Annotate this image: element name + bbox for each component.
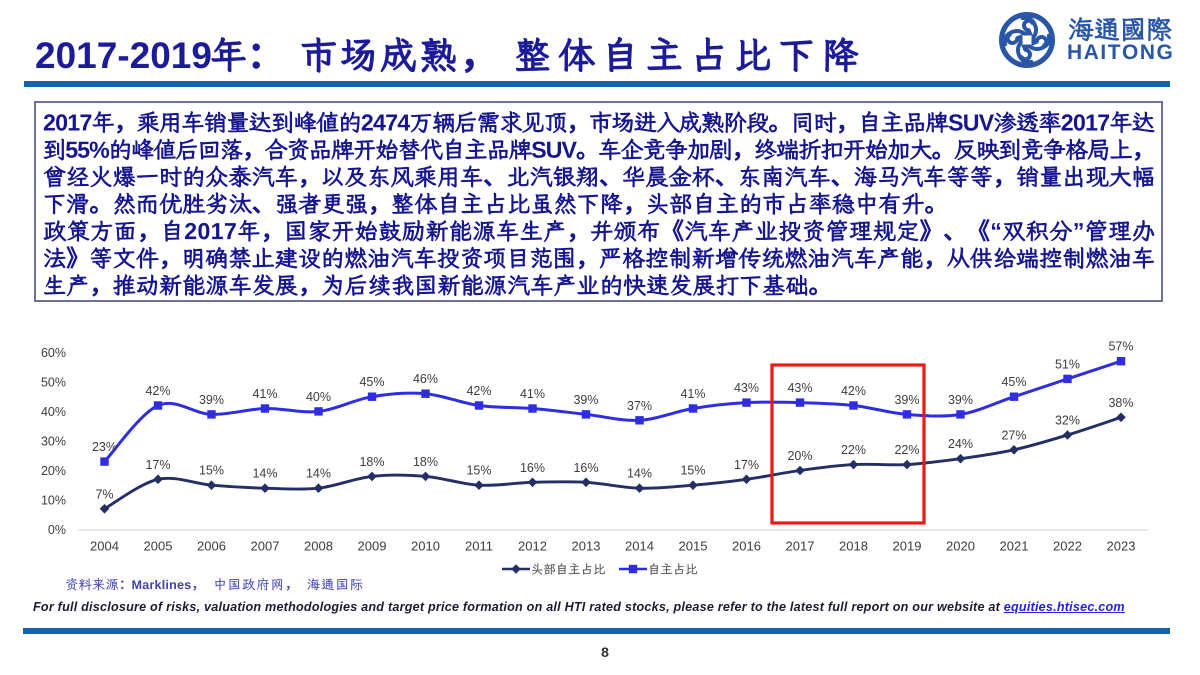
svg-text:43%: 43% bbox=[734, 381, 759, 395]
svg-text:57%: 57% bbox=[1108, 340, 1133, 354]
svg-text:2012: 2012 bbox=[518, 539, 547, 554]
svg-text:43%: 43% bbox=[787, 381, 812, 395]
svg-text:41%: 41% bbox=[680, 387, 705, 401]
svg-text:2016: 2016 bbox=[732, 539, 761, 554]
svg-text:50%: 50% bbox=[41, 375, 66, 389]
svg-text:2022: 2022 bbox=[1053, 539, 1082, 554]
svg-text:2005: 2005 bbox=[144, 539, 173, 554]
svg-text:10%: 10% bbox=[41, 494, 66, 508]
svg-text:2007: 2007 bbox=[251, 539, 280, 554]
svg-text:42%: 42% bbox=[466, 384, 491, 398]
svg-text:20%: 20% bbox=[41, 464, 66, 478]
svg-text:15%: 15% bbox=[466, 464, 491, 478]
svg-text:2011: 2011 bbox=[465, 539, 493, 554]
svg-text:2014: 2014 bbox=[625, 539, 654, 554]
svg-text:16%: 16% bbox=[520, 461, 545, 475]
svg-text:20%: 20% bbox=[787, 449, 812, 463]
svg-text:7%: 7% bbox=[95, 487, 113, 501]
svg-text:39%: 39% bbox=[573, 393, 598, 407]
svg-text:24%: 24% bbox=[948, 437, 973, 451]
svg-text:40%: 40% bbox=[41, 405, 66, 419]
svg-text:2020: 2020 bbox=[946, 539, 975, 554]
svg-text:60%: 60% bbox=[41, 346, 66, 360]
svg-text:15%: 15% bbox=[199, 464, 224, 478]
svg-text:39%: 39% bbox=[199, 393, 224, 407]
svg-text:2019: 2019 bbox=[893, 539, 922, 554]
svg-text:22%: 22% bbox=[894, 443, 919, 457]
svg-text:42%: 42% bbox=[145, 384, 170, 398]
svg-text:46%: 46% bbox=[413, 372, 438, 386]
svg-text:18%: 18% bbox=[413, 455, 438, 469]
svg-text:2015: 2015 bbox=[679, 539, 708, 554]
svg-text:40%: 40% bbox=[306, 390, 331, 404]
svg-text:2004: 2004 bbox=[90, 539, 119, 554]
svg-text:2023: 2023 bbox=[1107, 539, 1136, 554]
svg-text:15%: 15% bbox=[680, 464, 705, 478]
svg-text:22%: 22% bbox=[841, 443, 866, 457]
svg-text:45%: 45% bbox=[359, 375, 384, 389]
svg-text:17%: 17% bbox=[145, 458, 170, 472]
svg-text:14%: 14% bbox=[627, 467, 652, 481]
svg-text:41%: 41% bbox=[520, 387, 545, 401]
svg-text:2010: 2010 bbox=[411, 539, 440, 554]
svg-text:14%: 14% bbox=[306, 467, 331, 481]
svg-text:16%: 16% bbox=[573, 461, 598, 475]
svg-text:30%: 30% bbox=[41, 434, 66, 448]
svg-text:2017: 2017 bbox=[786, 539, 815, 554]
svg-text:14%: 14% bbox=[252, 467, 277, 481]
svg-text:18%: 18% bbox=[359, 455, 384, 469]
svg-text:0%: 0% bbox=[48, 523, 66, 537]
svg-text:37%: 37% bbox=[627, 399, 652, 413]
svg-text:39%: 39% bbox=[894, 393, 919, 407]
svg-text:39%: 39% bbox=[948, 393, 973, 407]
svg-text:38%: 38% bbox=[1108, 396, 1133, 410]
svg-text:27%: 27% bbox=[1001, 428, 1026, 442]
svg-text:2018: 2018 bbox=[839, 539, 868, 554]
svg-text:23%: 23% bbox=[92, 440, 117, 454]
svg-text:2021: 2021 bbox=[1000, 539, 1029, 554]
svg-text:2006: 2006 bbox=[197, 539, 226, 554]
svg-text:2008: 2008 bbox=[304, 539, 333, 554]
svg-text:17%: 17% bbox=[734, 458, 759, 472]
svg-text:42%: 42% bbox=[841, 384, 866, 398]
svg-text:51%: 51% bbox=[1055, 357, 1080, 371]
svg-text:2009: 2009 bbox=[358, 539, 387, 554]
svg-text:45%: 45% bbox=[1001, 375, 1026, 389]
svg-text:41%: 41% bbox=[252, 387, 277, 401]
svg-text:32%: 32% bbox=[1055, 414, 1080, 428]
svg-text:2013: 2013 bbox=[572, 539, 601, 554]
